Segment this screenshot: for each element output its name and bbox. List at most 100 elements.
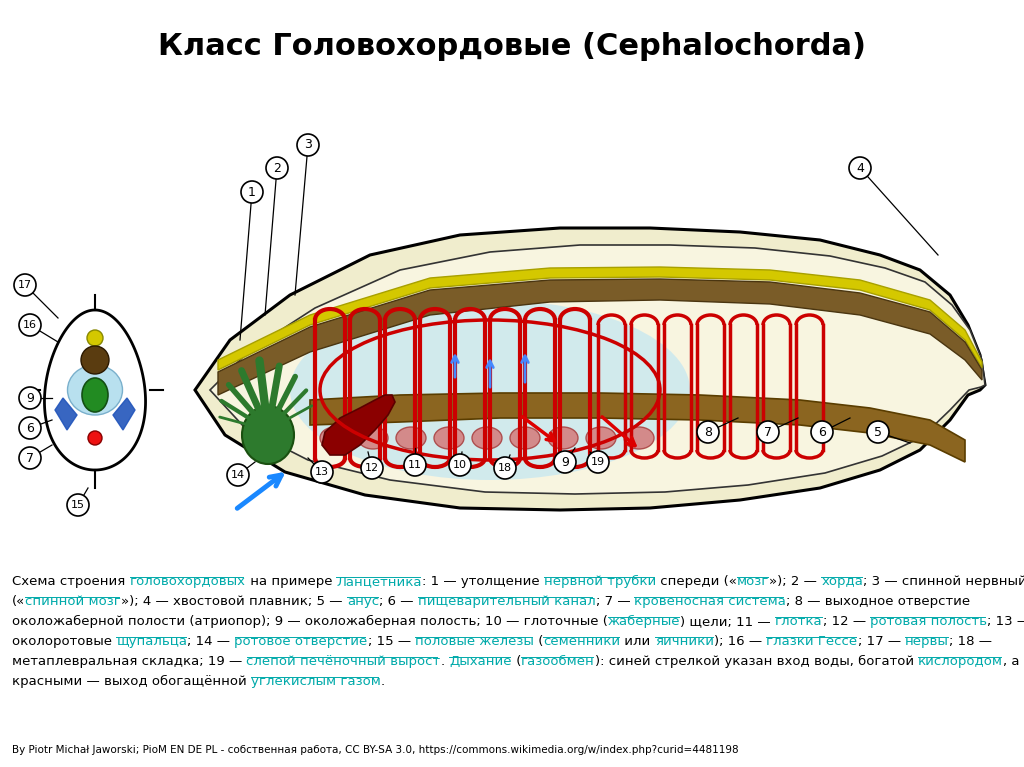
- Text: глотка: глотка: [775, 615, 823, 628]
- Text: метаплевральная складка; 19 —: метаплевральная складка; 19 —: [12, 655, 247, 668]
- Text: или: или: [621, 635, 655, 648]
- Text: 4: 4: [856, 162, 864, 175]
- Circle shape: [297, 134, 319, 156]
- Circle shape: [266, 157, 288, 179]
- Text: кровеносная система: кровеносная система: [635, 595, 786, 608]
- Text: ротовая полость: ротовая полость: [870, 615, 987, 628]
- Circle shape: [67, 494, 89, 516]
- Text: 17: 17: [18, 280, 32, 290]
- Text: Класс Головохордовые (Cephalochorda): Класс Головохордовые (Cephalochorda): [158, 32, 866, 61]
- Text: 13: 13: [315, 467, 329, 477]
- Text: : 1 — утолщение: : 1 — утолщение: [422, 575, 544, 588]
- Ellipse shape: [434, 427, 464, 449]
- Polygon shape: [218, 279, 982, 395]
- Text: , а: , а: [1002, 655, 1020, 668]
- Polygon shape: [44, 310, 145, 470]
- Text: («: («: [12, 595, 26, 608]
- Ellipse shape: [358, 427, 388, 449]
- Text: красными — выход обогащённой: красными — выход обогащённой: [12, 675, 251, 688]
- Circle shape: [587, 451, 609, 473]
- Circle shape: [14, 274, 36, 296]
- Circle shape: [811, 421, 833, 443]
- Circle shape: [849, 157, 871, 179]
- Text: »); 4 — хвостовой плавник; 5 —: »); 4 — хвостовой плавник; 5 —: [121, 595, 347, 608]
- Text: 3: 3: [304, 139, 312, 152]
- Circle shape: [87, 330, 103, 346]
- Text: ; 15 —: ; 15 —: [368, 635, 415, 648]
- Circle shape: [757, 421, 779, 443]
- Text: ; 7 —: ; 7 —: [596, 595, 635, 608]
- Text: кислородом: кислородом: [918, 655, 1002, 668]
- Text: 16: 16: [23, 320, 37, 330]
- Ellipse shape: [548, 427, 578, 449]
- Text: хорда: хорда: [821, 575, 863, 588]
- Text: By Piotr Michał Jaworski; PioM EN DE PL - собственная работа, CC BY-SA 3.0, http: By Piotr Michał Jaworski; PioM EN DE PL …: [12, 745, 738, 755]
- Circle shape: [241, 181, 263, 203]
- Circle shape: [19, 447, 41, 469]
- Text: .: .: [440, 655, 449, 668]
- Text: 1: 1: [248, 186, 256, 199]
- Text: 9: 9: [561, 456, 569, 469]
- Text: нервы: нервы: [905, 635, 949, 648]
- Text: 15: 15: [71, 500, 85, 510]
- Circle shape: [404, 454, 426, 476]
- Polygon shape: [218, 267, 982, 370]
- Circle shape: [88, 431, 102, 445]
- Circle shape: [449, 454, 471, 476]
- Text: ; 12 —: ; 12 —: [823, 615, 870, 628]
- Ellipse shape: [319, 427, 350, 449]
- Ellipse shape: [586, 427, 616, 449]
- Text: ; 8 — выходное отверстие: ; 8 — выходное отверстие: [786, 595, 971, 608]
- Text: 14: 14: [231, 470, 245, 480]
- Text: Дыхание: Дыхание: [449, 655, 512, 668]
- Text: 11: 11: [408, 460, 422, 470]
- Text: .: .: [381, 675, 385, 688]
- Ellipse shape: [472, 427, 502, 449]
- Text: анус: анус: [347, 595, 379, 608]
- Text: 7: 7: [26, 452, 34, 465]
- Text: 10: 10: [453, 460, 467, 470]
- Text: 8: 8: [705, 426, 712, 439]
- Circle shape: [867, 421, 889, 443]
- Text: 5: 5: [874, 426, 882, 439]
- Text: 18: 18: [498, 463, 512, 473]
- Circle shape: [361, 457, 383, 479]
- Ellipse shape: [68, 365, 123, 415]
- Text: ; 14 —: ; 14 —: [187, 635, 234, 648]
- Circle shape: [19, 387, 41, 409]
- Circle shape: [19, 417, 41, 439]
- Text: ) щели; 11 —: ) щели; 11 —: [680, 615, 775, 628]
- Text: 6: 6: [818, 426, 826, 439]
- Text: околожаберной полости (атриопор); 9 — околожаберная полость; 10 — глоточные (: околожаберной полости (атриопор); 9 — ок…: [12, 615, 608, 628]
- Text: ротовое отверстие: ротовое отверстие: [234, 635, 368, 648]
- Circle shape: [494, 457, 516, 479]
- Circle shape: [227, 464, 249, 486]
- Text: половые железы: половые железы: [415, 635, 534, 648]
- Text: спереди («: спереди («: [656, 575, 736, 588]
- Circle shape: [19, 314, 41, 336]
- Ellipse shape: [510, 427, 540, 449]
- Text: 12: 12: [365, 463, 379, 473]
- Text: ; 18 —: ; 18 —: [949, 635, 992, 648]
- Text: газообмен: газообмен: [521, 655, 595, 668]
- Text: ): синей стрелкой указан вход воды, богатой: ): синей стрелкой указан вход воды, бога…: [595, 655, 918, 668]
- Ellipse shape: [290, 300, 690, 480]
- Polygon shape: [195, 228, 985, 510]
- Text: »); 2 —: »); 2 —: [769, 575, 821, 588]
- Text: нервной трубки: нервной трубки: [544, 575, 656, 588]
- Text: жаберные: жаберные: [608, 615, 680, 628]
- Polygon shape: [322, 395, 395, 455]
- Polygon shape: [210, 245, 985, 494]
- Text: яичники: яичники: [655, 635, 714, 648]
- Text: ; 6 —: ; 6 —: [379, 595, 418, 608]
- Text: Схема строения: Схема строения: [12, 575, 129, 588]
- Text: 6: 6: [26, 422, 34, 434]
- Text: 2: 2: [273, 162, 281, 175]
- Text: глазки Гессе: глазки Гессе: [766, 635, 857, 648]
- Text: щупальца: щупальца: [117, 635, 187, 648]
- Polygon shape: [113, 398, 135, 430]
- Text: ; 3 — спинной нервный тяж: ; 3 — спинной нервный тяж: [863, 575, 1024, 588]
- Text: (: (: [512, 655, 521, 668]
- Text: пищеварительный канал: пищеварительный канал: [418, 595, 596, 608]
- Ellipse shape: [396, 427, 426, 449]
